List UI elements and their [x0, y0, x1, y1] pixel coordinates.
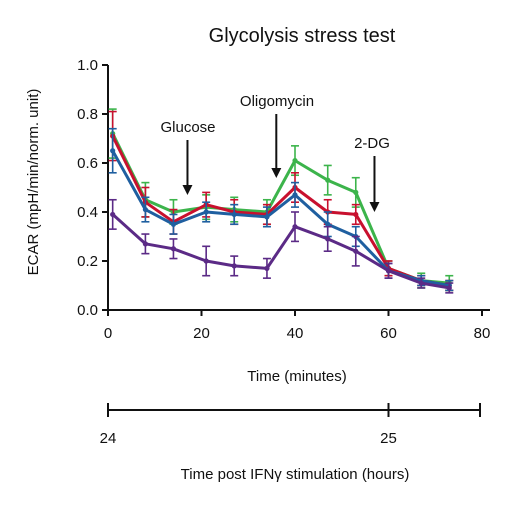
x-tick-label: 40: [287, 325, 304, 342]
secondary-tick-label: 24: [100, 430, 117, 447]
data-point: [170, 221, 177, 227]
secondary-tick-label: 25: [380, 430, 397, 447]
data-point: [292, 157, 298, 164]
annotation-label: Oligomycin: [240, 93, 314, 110]
x-axis-label: Time (minutes): [247, 368, 346, 385]
data-point: [110, 148, 116, 154]
series-3: [108, 127, 454, 292]
x-tick-label: 80: [474, 325, 491, 342]
data-point: [353, 189, 359, 195]
annotation-arrow-head: [271, 168, 282, 178]
y-tick-label: 0.0: [77, 302, 98, 319]
series-layer: [108, 108, 454, 294]
y-tick-label: 0.4: [77, 204, 98, 221]
secondary-time-axis: 24 25: [100, 403, 481, 447]
data-point: [385, 268, 392, 274]
series-4: [108, 198, 454, 294]
annotation-arrow-head: [369, 202, 380, 212]
annotation-label: 2-DG: [354, 135, 390, 152]
data-point: [446, 285, 452, 291]
data-point: [231, 211, 237, 218]
data-point: [353, 211, 359, 218]
secondary-axis-label: Time post IFNγ stimulation (hours): [181, 466, 410, 483]
data-point: [292, 192, 298, 198]
y-axis-label: ECAR (mpH/min/norm. unit): [25, 89, 42, 276]
data-point: [264, 214, 270, 220]
series-line: [111, 150, 450, 287]
x-tick-label: 0: [104, 325, 112, 342]
annotation-label: Glucose: [160, 119, 215, 136]
data-point: [325, 236, 331, 242]
data-point: [231, 263, 237, 269]
annotation-arrow-head: [182, 185, 193, 195]
data-point: [170, 246, 177, 252]
y-tick-label: 0.8: [77, 106, 98, 123]
annotations: Glucose Oligomycin 2-DG: [160, 93, 390, 212]
data-point: [264, 265, 270, 271]
series-line: [111, 132, 450, 285]
data-point: [292, 224, 298, 230]
x-tick-label: 20: [193, 325, 210, 342]
data-point: [110, 211, 116, 218]
data-point: [325, 221, 331, 227]
data-point: [325, 177, 331, 183]
data-point: [418, 280, 424, 286]
x-tick-label: 60: [380, 325, 397, 342]
chart-title: Glycolysis stress test: [209, 25, 396, 47]
data-point: [353, 248, 359, 254]
series-line: [111, 135, 450, 287]
data-point: [203, 258, 209, 264]
y-tick-label: 0.6: [77, 155, 98, 172]
series-line: [111, 213, 450, 290]
data-point: [142, 206, 148, 213]
data-point: [142, 241, 148, 247]
series-2: [108, 110, 454, 292]
plot-axes: 0.0 0.2 0.4 0.6 0.8 1.0 0 20 40 60 80: [77, 57, 490, 342]
y-tick-label: 1.0: [77, 57, 98, 74]
data-point: [203, 209, 209, 215]
y-tick-label: 0.2: [77, 253, 98, 270]
